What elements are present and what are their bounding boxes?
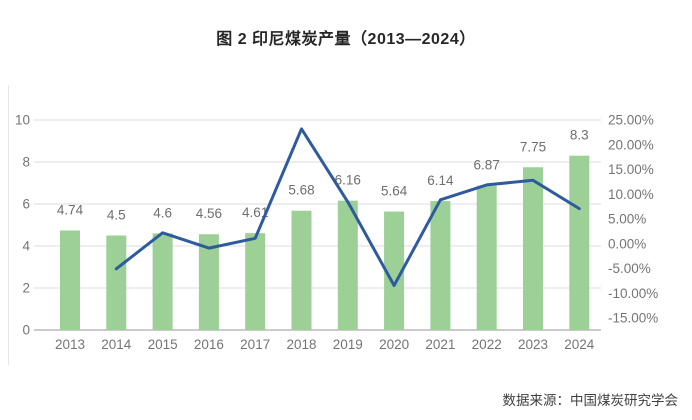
right-axis-tick-label: 0.00%	[608, 236, 646, 251]
bar-data-label: 4.5	[107, 208, 126, 223]
bar-coal-output	[384, 211, 405, 330]
x-axis-category-label: 2024	[564, 337, 595, 352]
chart-title: 图 2 印尼煤炭产量（2013—2024）	[216, 31, 476, 48]
bar-coal-output	[569, 155, 590, 330]
bar-coal-output	[60, 230, 80, 330]
bar-data-label: 4.61	[242, 205, 268, 220]
left-axis-tick-label: 10	[15, 113, 30, 128]
left-axis-tick-label: 2	[22, 281, 30, 296]
right-axis-tick-label: 15.00%	[608, 162, 654, 177]
bar-coal-output	[523, 167, 543, 330]
bar-coal-output	[476, 185, 497, 330]
bar-data-label: 8.3	[570, 128, 589, 143]
bar-coal-output	[430, 201, 451, 330]
x-axis-category-label: 2019	[333, 337, 363, 352]
right-axis-tick-label: -10.00%	[608, 286, 658, 301]
yoy-growth-line	[114, 127, 581, 287]
right-axis-tick-label: 10.00%	[608, 187, 654, 202]
left-axis-tick-label: 6	[22, 197, 30, 212]
x-axis-category-label: 2017	[240, 337, 270, 352]
bar-coal-output	[245, 233, 266, 330]
data-source-note: 数据来源：中国煤炭研究学会	[502, 393, 679, 408]
right-axis-tick-label: -15.00%	[608, 311, 658, 326]
x-axis-category-label: 2014	[101, 337, 132, 352]
bar-data-label: 5.68	[288, 183, 314, 198]
x-axis-category-label: 2013	[55, 337, 85, 352]
left-axis-tick-label: 4	[22, 239, 30, 254]
bar-data-label: 6.16	[335, 173, 361, 188]
x-axis-category-label: 2015	[148, 337, 178, 352]
bar-data-label: 4.74	[57, 202, 84, 217]
x-axis-category-label: 2021	[425, 337, 455, 352]
right-axis-tick-label: 20.00%	[608, 137, 654, 152]
x-axis-category-label: 2018	[286, 337, 316, 352]
x-axis-category-label: 2022	[472, 337, 502, 352]
bar-coal-output	[106, 235, 127, 330]
bar-coal-output	[291, 210, 312, 330]
left-axis-tick-label: 8	[22, 155, 30, 170]
bar-coal-output	[152, 233, 173, 330]
bar-data-label: 4.6	[153, 205, 172, 220]
bar-data-label: 7.75	[520, 139, 546, 154]
bar-data-label: 4.56	[196, 206, 222, 221]
right-axis-tick-label: 25.00%	[608, 113, 654, 128]
bar-coal-output	[337, 200, 358, 330]
right-axis-tick-label: -5.00%	[608, 261, 651, 276]
right-axis-tick-label: 5.00%	[608, 212, 646, 227]
x-axis-category-label: 2020	[379, 337, 409, 352]
x-axis-category-label: 2016	[194, 337, 224, 352]
bar-data-label: 5.64	[381, 184, 408, 199]
bar-coal-output	[198, 234, 219, 330]
bar-data-label: 6.14	[427, 173, 454, 188]
x-axis-category-label: 2023	[518, 337, 548, 352]
left-axis-tick-label: 0	[22, 323, 30, 338]
bar-data-label: 6.87	[474, 158, 500, 173]
